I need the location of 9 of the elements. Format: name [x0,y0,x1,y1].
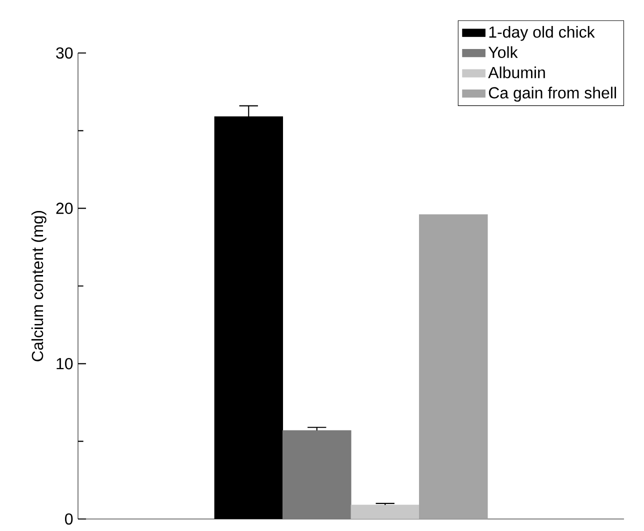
y-tick-label: 30 [56,47,73,59]
legend-label: Yolk [488,46,518,58]
y-tick-label: 0 [65,513,73,525]
y-tick-label: 20 [56,202,73,214]
legend-label: Albumin [488,66,545,78]
y-axis-title: Calcium content (mg) [31,211,46,362]
legend-label: Ca gain from shell [488,86,616,102]
y-tick-label: 10 [56,358,73,370]
legend-label: 1-day old chick [489,26,595,41]
